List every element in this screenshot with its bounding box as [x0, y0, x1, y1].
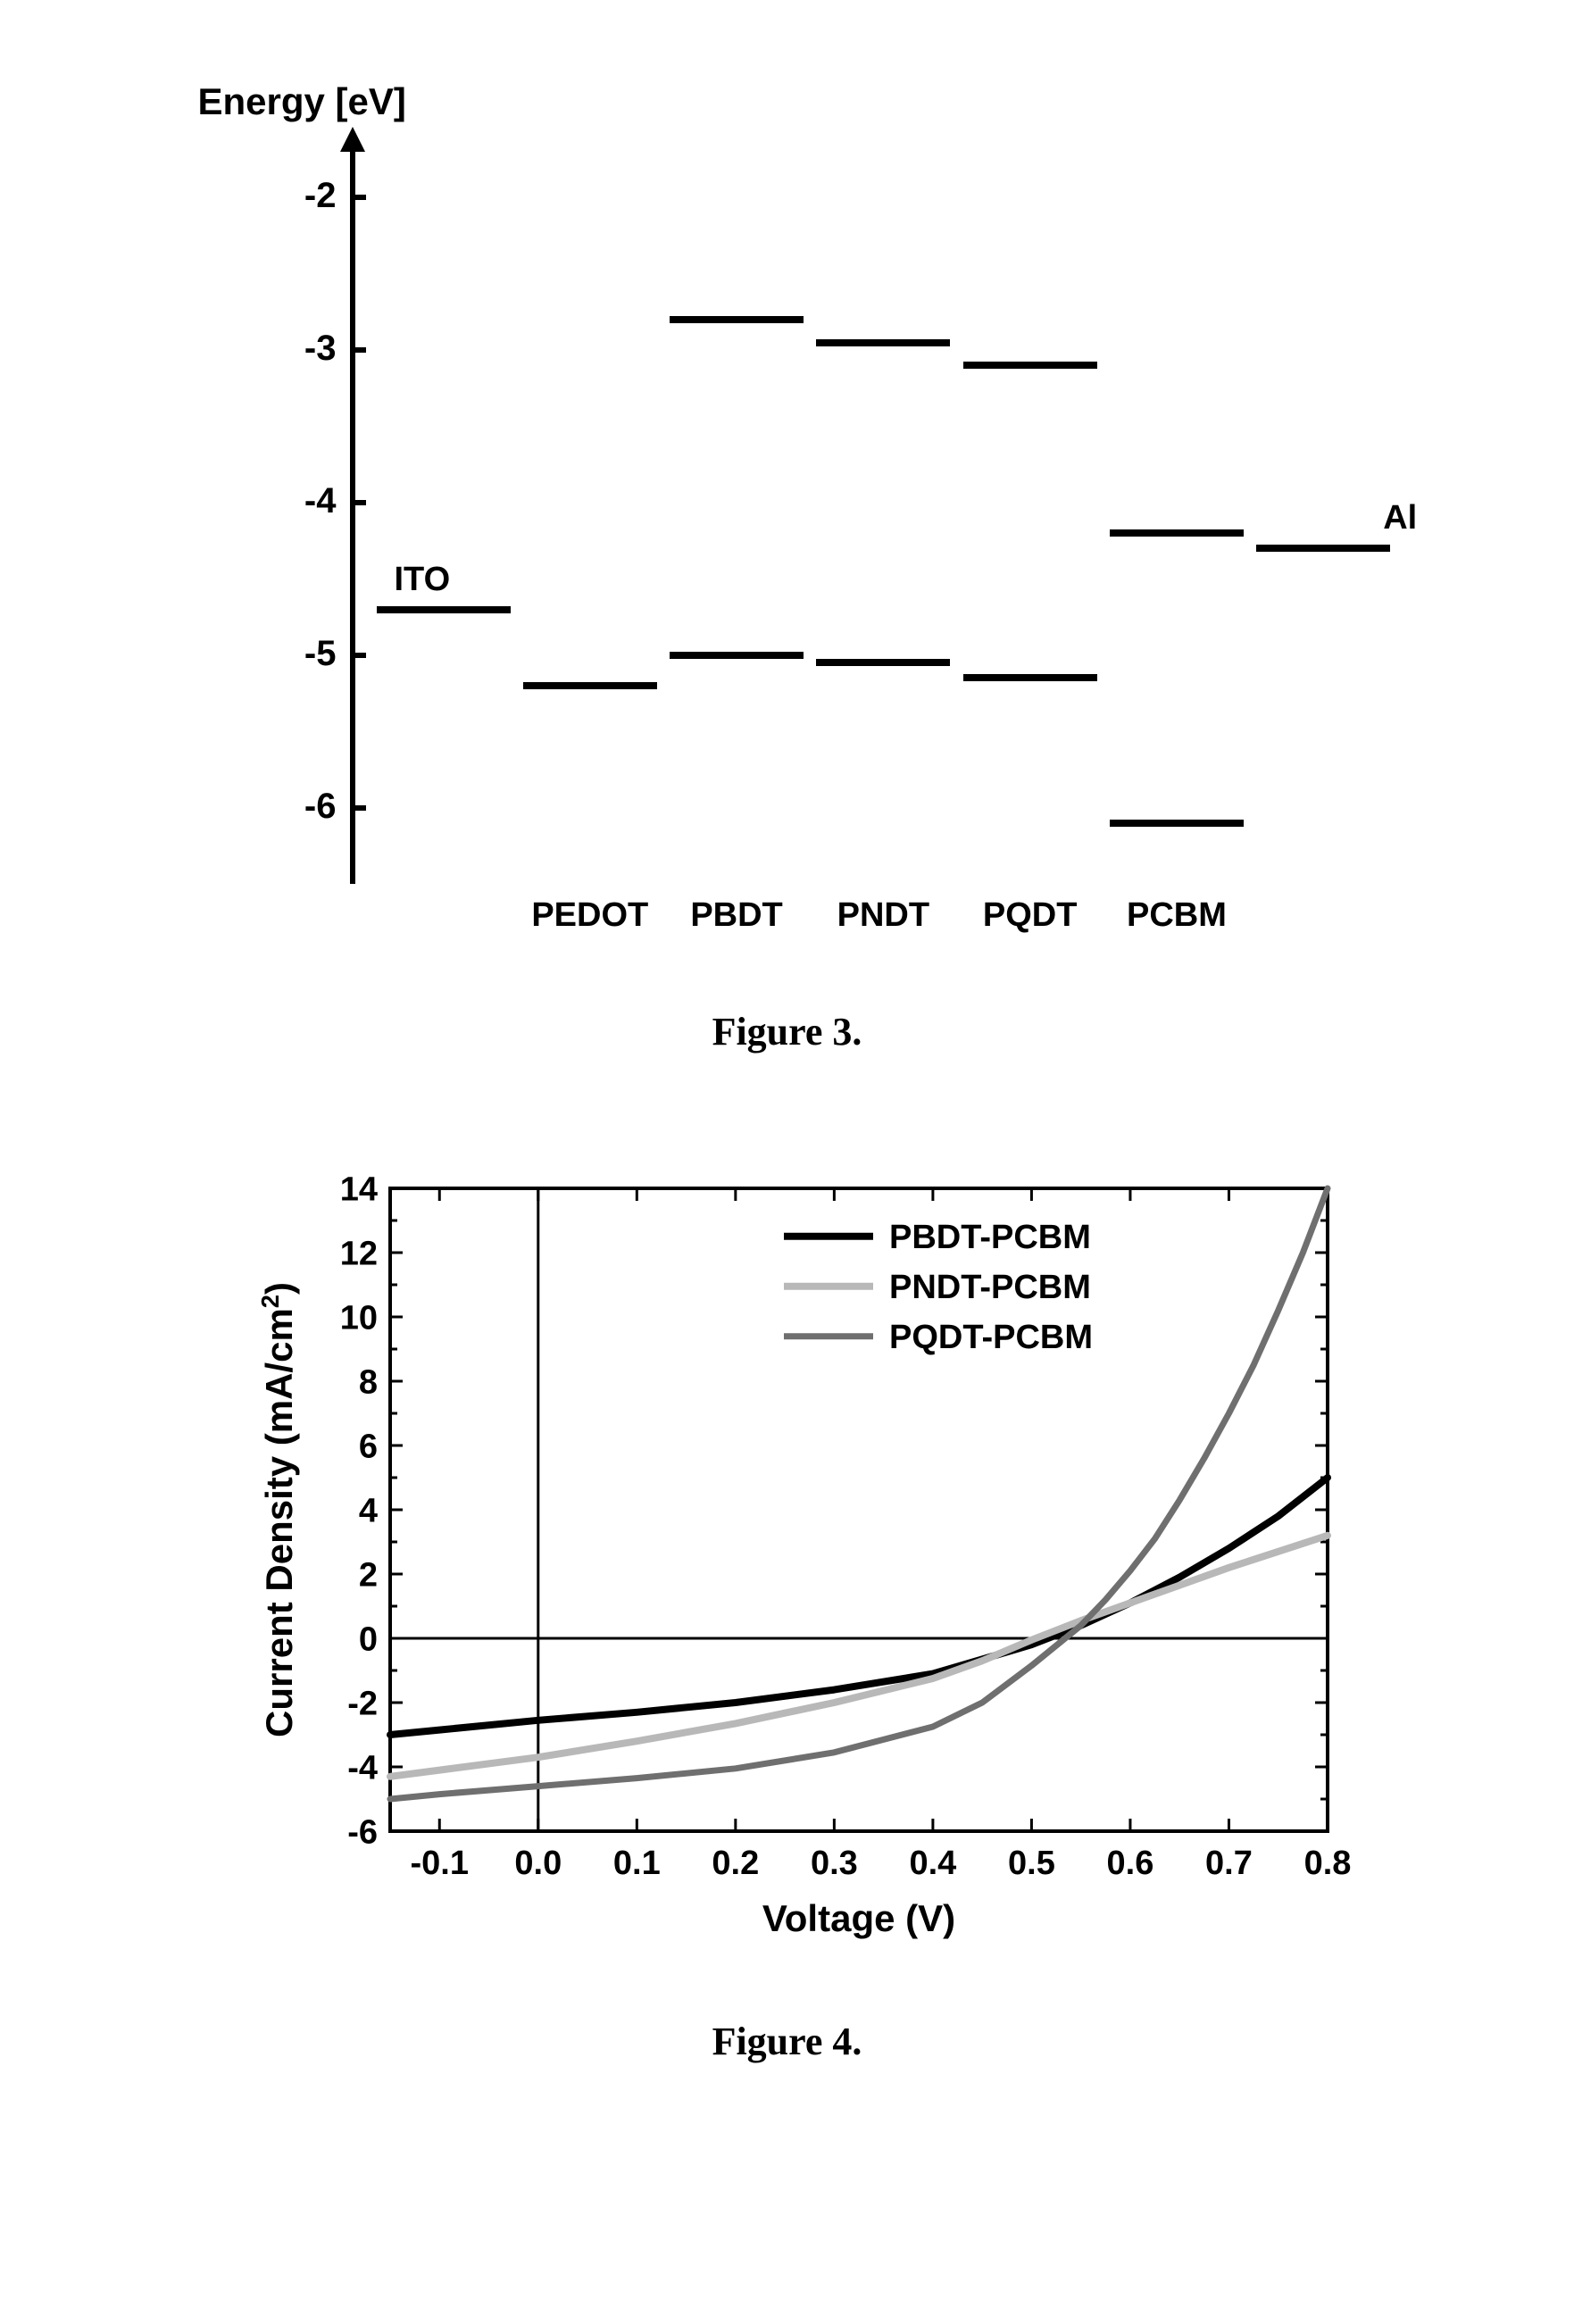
figure3-ytick-label: -5: [270, 634, 337, 674]
xtick-label: 0.1: [612, 1845, 660, 1882]
x-axis-label: Voltage (V): [762, 1897, 954, 1939]
xtick-label: 0.3: [810, 1845, 857, 1882]
figure-4: -6 -4 -2 0 2 4 6 8 10 12 14 -0.1 0.0 0.1 0.2 0.3 0.4 0.5 0…: [71, 1162, 1503, 2064]
figure3-y-axis: [350, 152, 355, 884]
figure3-ytick: [350, 500, 366, 505]
energy-level-bar: [963, 362, 1097, 369]
legend-label: PNDT-PCBM: [889, 1269, 1091, 1306]
energy-level-bar: [670, 316, 804, 323]
ytick-label: -6: [347, 1813, 378, 1851]
figure4-plot-area: -6 -4 -2 0 2 4 6 8 10 12 14 -0.1 0.0 0.1 0.2 0.3 0.4 0.5 0…: [212, 1162, 1363, 1956]
figure4-svg: -6 -4 -2 0 2 4 6 8 10 12 14 -0.1 0.0 0.1 0.2 0.3 0.4 0.5 0…: [212, 1162, 1363, 1956]
figure4-caption: Figure 4.: [71, 2019, 1503, 2064]
y-axis-label: Current Density (mA/cm2): [255, 1282, 300, 1737]
ytick-label: 10: [339, 1299, 377, 1337]
energy-level-bar: [816, 659, 950, 666]
energy-level-bar: [377, 606, 511, 613]
material-inline-label: ITO: [395, 561, 484, 599]
arrow-up-icon: [340, 127, 365, 152]
material-column-label: PQDT: [950, 896, 1111, 935]
figure3-ytick: [350, 653, 366, 658]
ytick-label: 4: [358, 1492, 377, 1529]
figure3-ytick-label: -4: [270, 481, 337, 521]
ytick-label: 6: [358, 1428, 377, 1465]
figure-3: Energy [eV] -2 -3 -4 -5 -6 ITO PEDOTPBDTPNDTPQD…: [71, 54, 1503, 1054]
figure3-ytick: [350, 195, 366, 200]
figure3-ytick-label: -3: [270, 329, 337, 369]
ytick-label: -2: [347, 1685, 378, 1722]
energy-level-bar: [1256, 545, 1390, 552]
energy-level-bar: [816, 339, 950, 346]
figure3-ytick: [350, 805, 366, 811]
ytick-label: 12: [339, 1235, 377, 1272]
material-column-label: PEDOT: [510, 896, 670, 935]
energy-level-bar: [1110, 529, 1244, 537]
ytick-label: 8: [358, 1363, 377, 1401]
figure3-ytick-label: -6: [270, 787, 337, 827]
figure3-ytick-label: -2: [270, 176, 337, 216]
legend-label: PBDT-PCBM: [889, 1219, 1091, 1256]
material-column-label: PBDT: [656, 896, 817, 935]
energy-level-bar: [963, 674, 1097, 681]
energy-level-bar: [1110, 820, 1244, 827]
material-column-label: PCBM: [1096, 896, 1257, 935]
figure3-caption: Figure 3.: [71, 1009, 1503, 1054]
xtick-label: 0.6: [1106, 1845, 1153, 1882]
xtick-label: -0.1: [410, 1845, 468, 1882]
ytick-label: 2: [358, 1556, 377, 1594]
figure3-plot-area: Energy [eV] -2 -3 -4 -5 -6 ITO PEDOTPBDTPNDTPQD…: [118, 54, 1457, 946]
energy-level-bar: [670, 652, 804, 659]
series-s3: [390, 1188, 1328, 1799]
ytick-label: 0: [358, 1620, 377, 1658]
legend-label: PQDT-PCBM: [889, 1319, 1093, 1356]
xtick-label: 0.0: [514, 1845, 562, 1882]
xtick-label: 0.8: [1303, 1845, 1351, 1882]
figure3-y-axis-label: Energy [eV]: [198, 80, 406, 123]
energy-level-bar: [523, 682, 657, 689]
material-column-label: PNDT: [803, 896, 963, 935]
xtick-label: 0.7: [1205, 1845, 1253, 1882]
ytick-label: -4: [347, 1749, 378, 1787]
xtick-label: 0.5: [1008, 1845, 1055, 1882]
ytick-label: 14: [339, 1170, 377, 1208]
xtick-label: 0.4: [909, 1845, 956, 1882]
figure3-ytick: [350, 347, 366, 353]
material-inline-label: Al: [1328, 499, 1417, 537]
xtick-label: 0.2: [712, 1845, 759, 1882]
